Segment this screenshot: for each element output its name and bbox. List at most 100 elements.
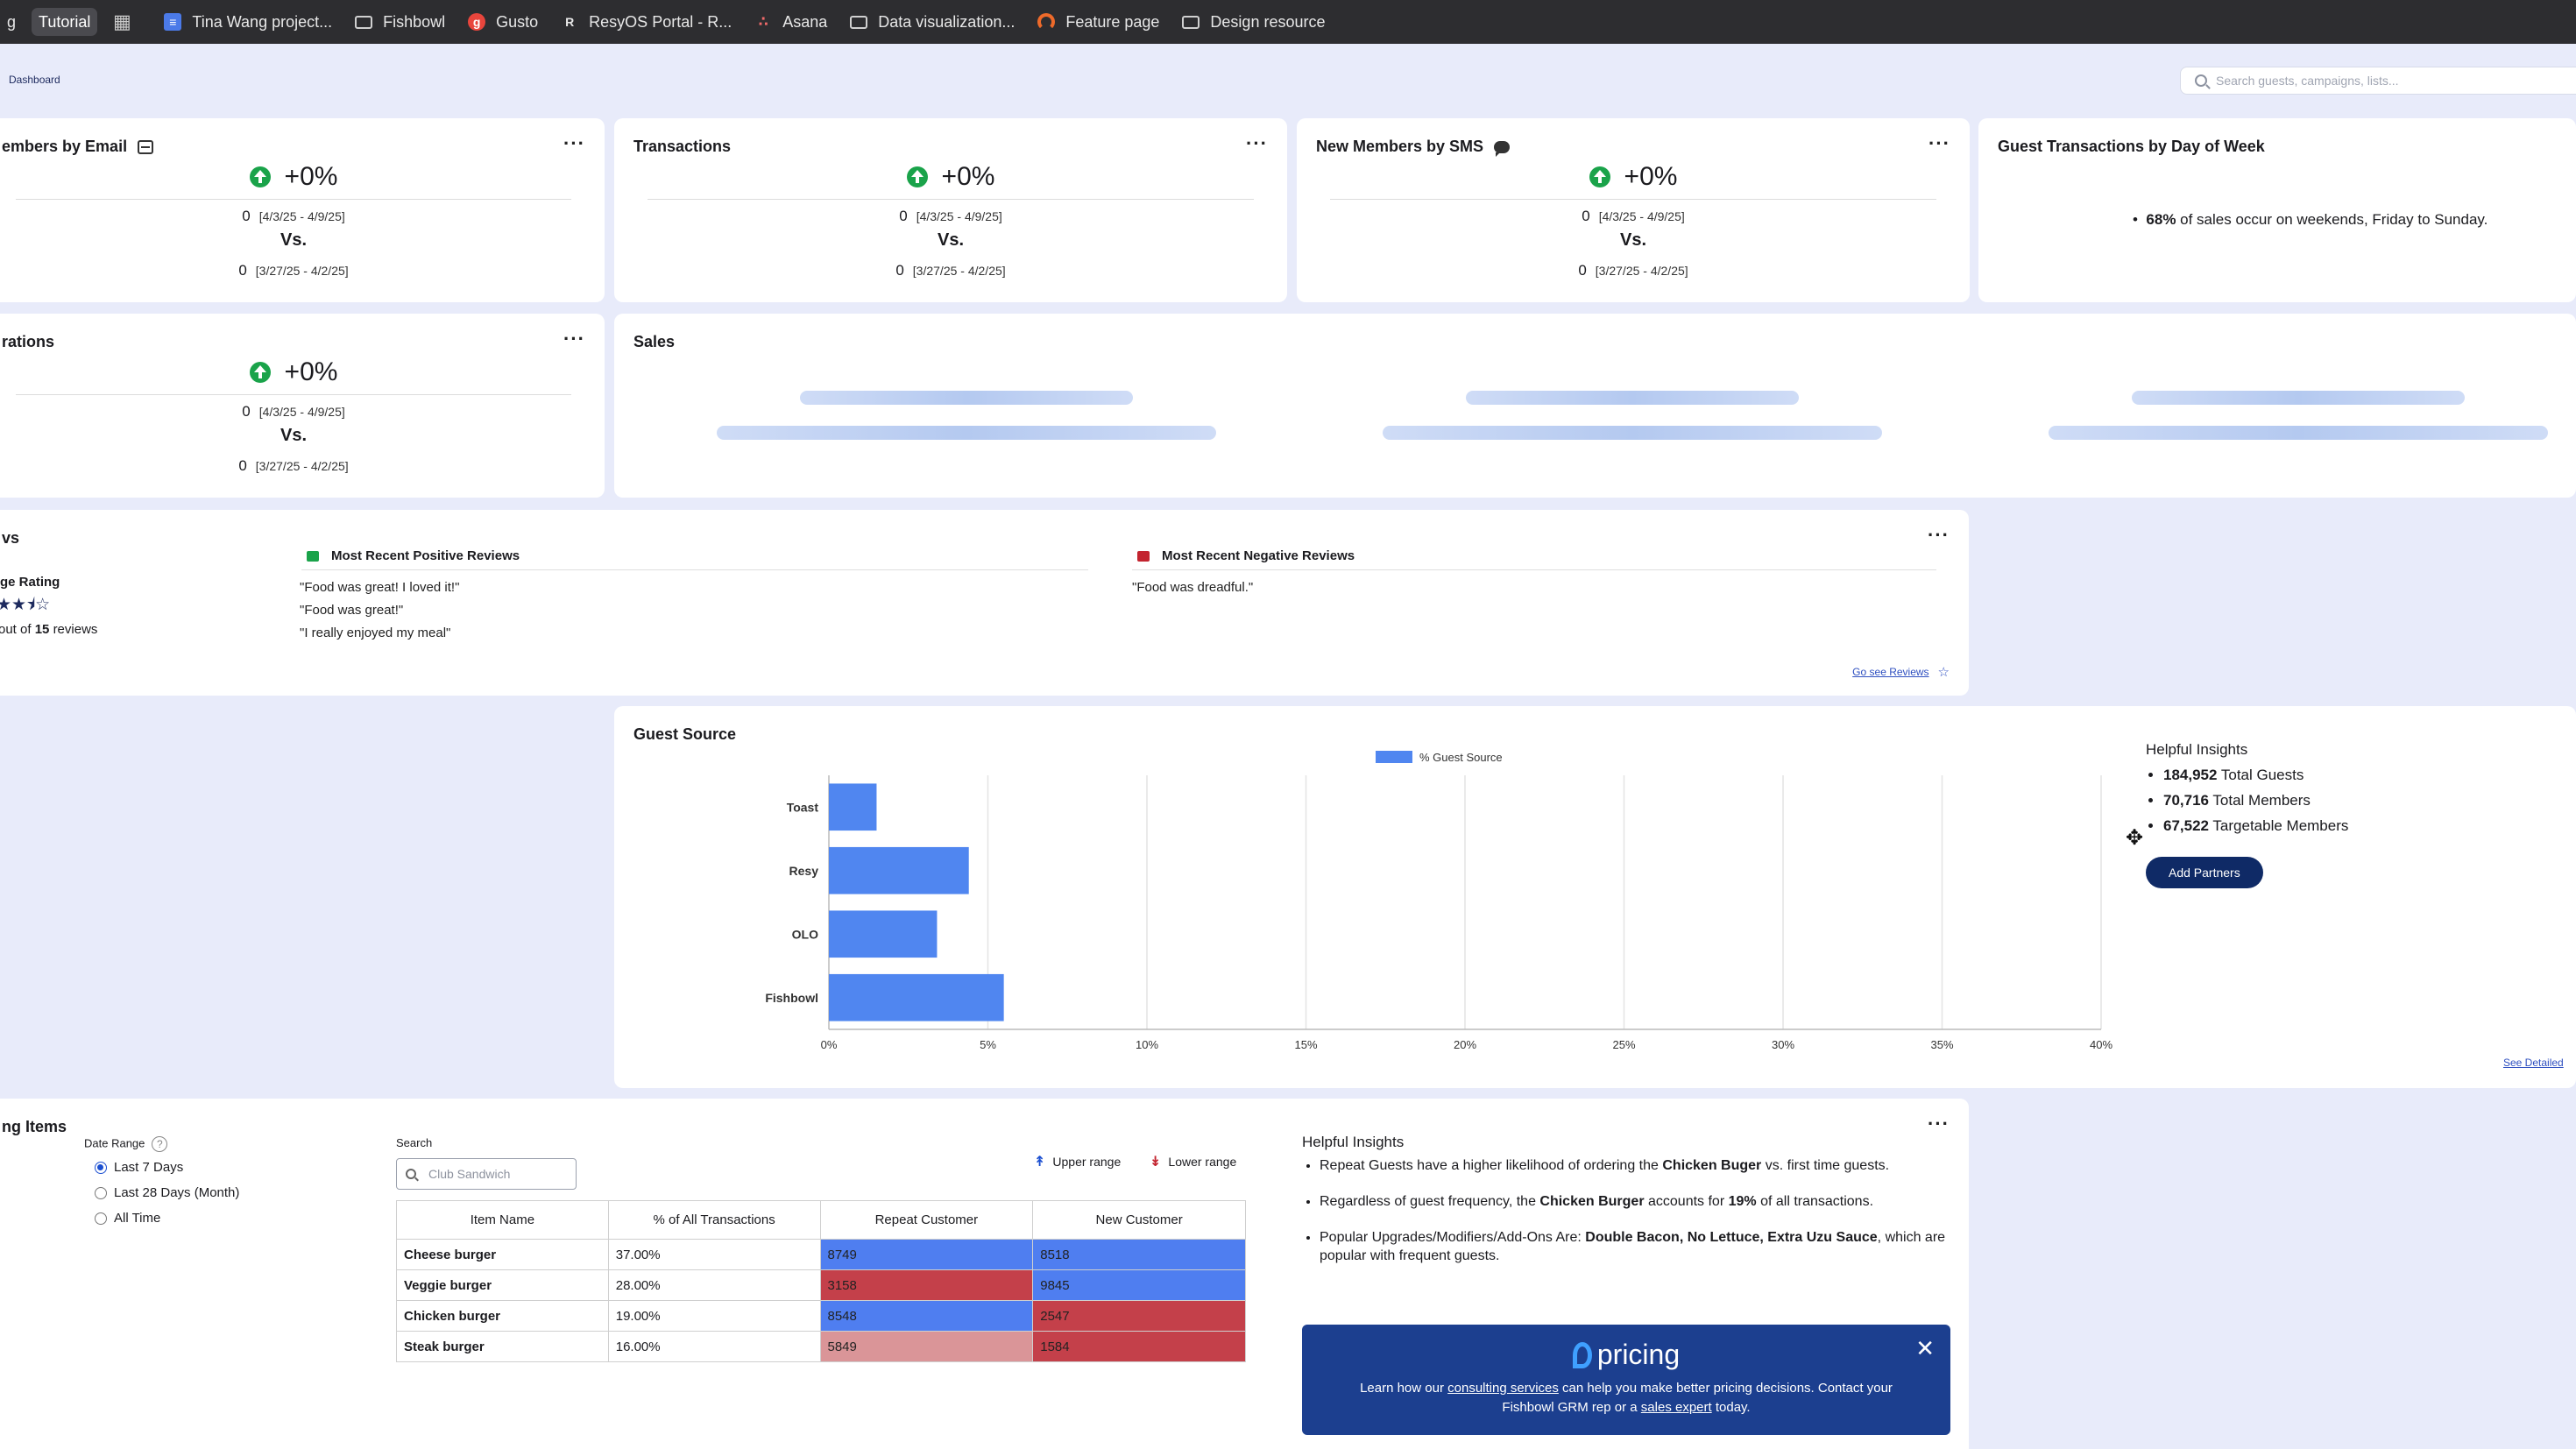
insights-title: Helpful Insights [1302, 1134, 1405, 1150]
global-search[interactable] [2180, 67, 2576, 95]
card-title: Guest Transactions by Day of Week [1998, 138, 2265, 155]
tick-label: 25% [1612, 1038, 1635, 1051]
prior-value: 0 [238, 457, 247, 474]
guest-source-chart: Toast Resy OLO Fishbowl 0% 5% 10% 15% 20% 25% 30%… [765, 751, 2112, 1051]
star-empty-icon: ☆ [35, 596, 51, 614]
current-range: [4/3/25 - 4/9/25] [258, 209, 345, 223]
radio-last-7-days[interactable]: Last 7 Days [95, 1160, 239, 1175]
column-header[interactable]: % of All Transactions [607, 1200, 821, 1240]
card-title: rations [2, 333, 55, 350]
help-icon[interactable]: ? [152, 1136, 168, 1152]
apps-grid-icon: ▦ [112, 11, 131, 32]
loading-skeleton [2049, 426, 2548, 440]
more-options-icon[interactable]: ··· [563, 328, 585, 350]
metric-change: +0% [284, 357, 338, 386]
tick-label: 35% [1930, 1038, 1953, 1051]
item-name: Veggie burger [396, 1269, 609, 1301]
radio-all-time[interactable]: All Time [95, 1211, 239, 1226]
item-name: Steak burger [396, 1331, 609, 1362]
radio-last-28-days[interactable]: Last 28 Days (Month) [95, 1185, 239, 1200]
insight-item: 67,522 Targetable Members [2163, 813, 2348, 838]
repeat-customer-cell: 5849 [819, 1331, 1034, 1362]
search-icon [2195, 74, 2207, 87]
search-icon [406, 1169, 416, 1179]
bar[interactable] [829, 973, 1004, 1021]
bookmark-feature-page[interactable]: Feature page [1030, 8, 1166, 36]
bar[interactable] [829, 846, 969, 894]
bookmark-fishbowl[interactable]: Fishbowl [348, 8, 452, 36]
card-title: Transactions [633, 138, 732, 155]
loading-skeleton [2132, 391, 2465, 405]
bar[interactable] [829, 910, 938, 958]
search-input[interactable] [2216, 74, 2549, 88]
current-value: 0 [242, 403, 251, 420]
email-icon [138, 140, 154, 155]
divider [1330, 199, 1936, 200]
star-filled-icon: ★ [0, 596, 12, 614]
column-header[interactable]: Item Name [396, 1200, 609, 1240]
pricing-logo: pricing [1302, 1339, 1950, 1371]
more-options-icon[interactable]: ··· [1928, 524, 1950, 546]
loading-skeleton [1383, 426, 1882, 440]
radio-icon [95, 1186, 107, 1199]
card-title: vs [2, 529, 20, 547]
tick-label: 20% [1454, 1038, 1476, 1051]
date-range-options: Last 7 Days Last 28 Days (Month) All Tim… [95, 1160, 239, 1236]
bookmark-data-visualization[interactable]: Data visualization... [843, 8, 1022, 36]
items-search-input[interactable] [428, 1167, 569, 1181]
loading-skeleton [717, 426, 1216, 440]
metric-card-sms: New Members by SMS ··· +0% 0 [4/3/25 - 4/… [1297, 118, 1970, 302]
doc-icon: ≡ [164, 13, 182, 31]
items-search[interactable] [396, 1158, 577, 1190]
insight-item: 184,952 Total Guests [2163, 762, 2348, 788]
more-options-icon[interactable]: ··· [1928, 1113, 1950, 1134]
close-icon[interactable]: ✕ [1915, 1335, 1935, 1361]
bookmark-tina-wang-project[interactable]: ≡ Tina Wang project... [157, 8, 339, 36]
divider [16, 394, 571, 395]
consulting-services-link[interactable]: consulting services [1447, 1381, 1559, 1396]
more-options-icon[interactable]: ··· [1928, 132, 1950, 154]
card-title: New Members by SMS [1316, 138, 1484, 155]
dow-insight: • 68% of sales occur on weekends, Friday… [2133, 211, 2488, 228]
feature-icon [1037, 13, 1056, 31]
table-row: Veggie burger 28.00% 3158 9845 [396, 1269, 1246, 1301]
bookmark-design-resource[interactable]: Design resource [1175, 8, 1332, 36]
chart-bars [829, 783, 1004, 1021]
new-customer-cell: 2547 [1032, 1300, 1246, 1332]
sales-expert-link[interactable]: sales expert [1640, 1400, 1712, 1415]
more-options-icon[interactable]: ··· [563, 132, 585, 154]
folder-icon [355, 15, 373, 29]
card-title: Guest Source [633, 725, 737, 743]
breadcrumb[interactable]: Dashboard [9, 74, 60, 86]
new-customer-cell: 1584 [1032, 1331, 1246, 1362]
divider [16, 199, 571, 200]
guest-source-insights: Helpful Insights 184,952 Total Guests 70… [2146, 741, 2348, 838]
insight-item: 70,716 Total Members [2163, 788, 2348, 813]
go-see-reviews-link[interactable]: Go see Reviews [1852, 666, 1929, 678]
table-row: Steak burger 16.00% 5849 1584 [396, 1331, 1246, 1362]
bookmark-tutorial[interactable]: Tutorial [32, 8, 98, 36]
prior-range: [3/27/25 - 4/2/25] [255, 264, 349, 278]
prior-value: 0 [238, 262, 247, 279]
bookmark-asana[interactable]: ∴ Asana [747, 8, 834, 36]
bookmark-apps[interactable]: ▦ [106, 8, 148, 36]
column-header[interactable]: New Customer [1032, 1200, 1246, 1240]
current-value: 0 [1582, 208, 1590, 224]
radio-selected-icon [95, 1161, 107, 1174]
tick-label: 40% [2090, 1038, 2112, 1051]
insight-item: Repeat Guests have a higher likelihood o… [1320, 1156, 1950, 1175]
more-options-icon[interactable]: ··· [1246, 132, 1268, 154]
column-header[interactable]: Repeat Customer [819, 1200, 1034, 1240]
positive-review: "Food was great! I loved it!" [300, 580, 460, 595]
asana-icon: ∴ [758, 15, 768, 30]
bookmark-gusto[interactable]: g Gusto [461, 8, 545, 36]
see-detailed-link[interactable]: See Detailed [2503, 1057, 2564, 1069]
repeat-customer-cell: 3158 [819, 1269, 1034, 1301]
arrow-up-icon [1589, 166, 1610, 187]
bar[interactable] [829, 783, 877, 831]
add-partners-button[interactable]: Add Partners [2146, 857, 2263, 888]
bookmark-resyos-portal[interactable]: R ResyOS Portal - R... [554, 8, 739, 36]
bookmark-g[interactable]: g [7, 12, 17, 31]
positive-review: "I really enjoyed my meal" [300, 626, 451, 640]
bookmarks-bar: g Tutorial ▦ ≡ Tina Wang project... Fishb… [0, 0, 2576, 44]
